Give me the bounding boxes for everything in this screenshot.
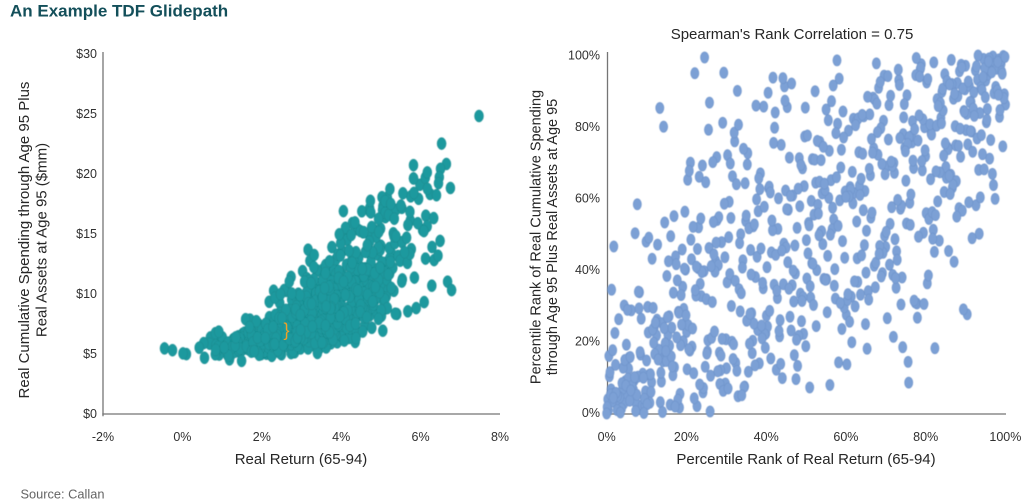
svg-text:$5: $5 — [83, 347, 97, 361]
svg-text:80%: 80% — [913, 430, 938, 444]
svg-text:4%: 4% — [332, 430, 350, 444]
svg-text:$0: $0 — [83, 407, 97, 421]
svg-text:100%: 100% — [989, 430, 1021, 444]
svg-text:0%: 0% — [582, 406, 600, 420]
svg-text:40%: 40% — [754, 430, 779, 444]
svg-text:Real Return (65-94): Real Return (65-94) — [235, 451, 368, 468]
svg-text:100%: 100% — [568, 48, 600, 62]
svg-text:Real Cumulative Spending throu: Real Cumulative Spending through Age 95 … — [16, 82, 33, 399]
svg-text:Real Assets at Age 95 ($mm): Real Assets at Age 95 ($mm) — [34, 143, 51, 337]
svg-text:0%: 0% — [173, 430, 191, 444]
svg-text:40%: 40% — [575, 263, 600, 277]
svg-text:$15: $15 — [76, 227, 97, 241]
svg-text:Percentile Rank of Real Cumula: Percentile Rank of Real Cumulative Spend… — [529, 90, 545, 384]
svg-text:80%: 80% — [575, 120, 600, 134]
svg-text:Spearman's Rank Correlation =: Spearman's Rank Correlation = 0.75 — [671, 26, 914, 43]
svg-text:60%: 60% — [833, 430, 858, 444]
svg-text:20%: 20% — [674, 430, 699, 444]
svg-text:$10: $10 — [76, 287, 97, 301]
svg-text:20%: 20% — [575, 335, 600, 349]
svg-text:60%: 60% — [575, 192, 600, 206]
svg-text:6%: 6% — [412, 430, 430, 444]
svg-text:through Age 95 Plus Real Asset: through Age 95 Plus Real Assets at Age 9… — [545, 99, 561, 376]
svg-text:0%: 0% — [598, 430, 616, 444]
svg-text:$20: $20 — [76, 167, 97, 181]
svg-text:Source: Callan: Source: Callan — [21, 486, 105, 501]
svg-text:-2%: -2% — [92, 430, 114, 444]
svg-text:$25: $25 — [76, 107, 97, 121]
svg-text:An Example TDF Glidepath: An Example TDF Glidepath — [10, 2, 228, 21]
svg-text:2%: 2% — [253, 430, 271, 444]
svg-text:$30: $30 — [76, 47, 97, 61]
svg-text:Percentile Rank of Real Return: Percentile Rank of Real Return (65-94) — [676, 451, 935, 468]
svg-text:}: } — [284, 320, 290, 340]
svg-text:8%: 8% — [491, 430, 509, 444]
